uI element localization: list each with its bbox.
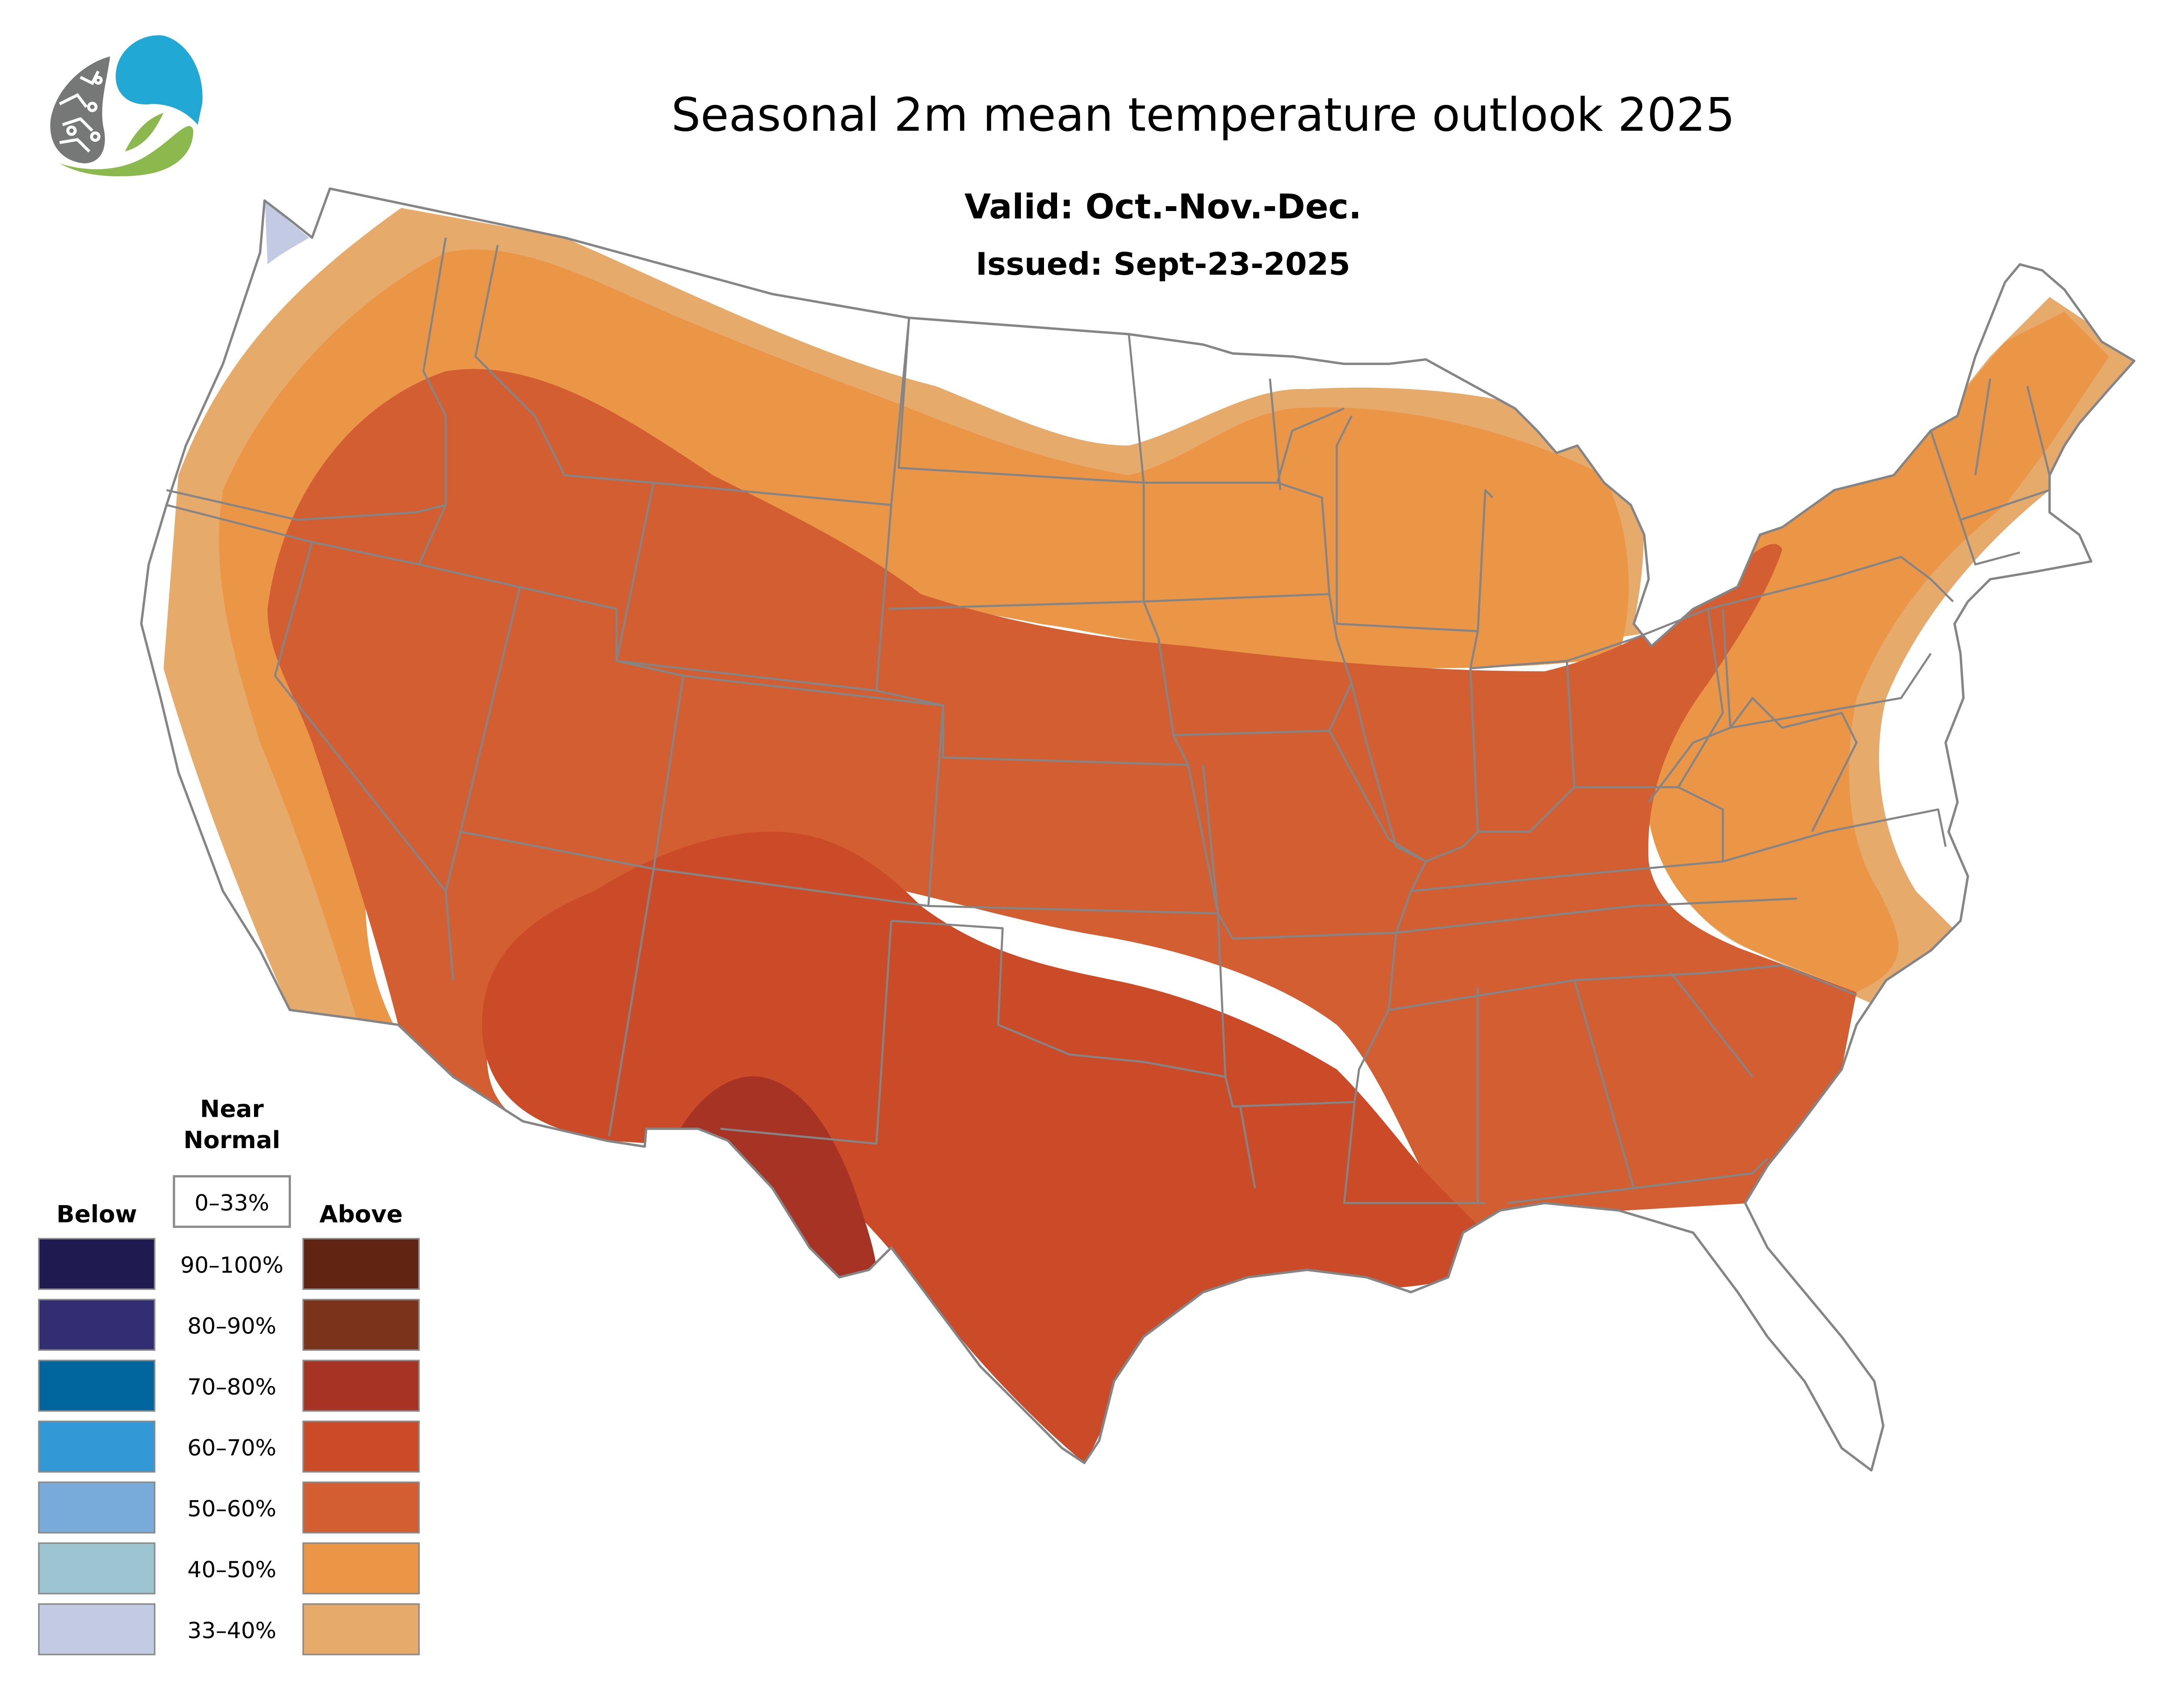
legend-rows: 90–100% 80–90% 70–80% 60–70% 50–60% 40–50% 33–… xyxy=(38,1238,420,1655)
legend-row: 60–70% xyxy=(38,1420,420,1473)
legend-row: 40–50% xyxy=(38,1542,420,1594)
logo-water-drop-icon xyxy=(116,35,203,125)
legend-below-swatch xyxy=(38,1299,156,1351)
legend-above-swatch xyxy=(302,1238,420,1290)
legend-range-label: 80–90% xyxy=(187,1313,277,1340)
figure-title: Seasonal 2m mean temperature outlook 202… xyxy=(671,88,1735,141)
legend-below-swatch xyxy=(38,1360,156,1412)
border-il-in xyxy=(1350,631,1479,863)
legend-near-normal-swatch xyxy=(173,1175,291,1228)
below-33-40-area-ca xyxy=(181,858,208,884)
border-ga-fl xyxy=(1507,1158,1768,1204)
border-mn-ia xyxy=(1144,378,1331,603)
legend-row: 50–60% xyxy=(38,1481,420,1534)
legend-below-swatch xyxy=(38,1481,156,1534)
logo-circuit-drop-icon xyxy=(50,56,110,164)
legend-row: 70–80% xyxy=(38,1360,420,1412)
legend-range-label: 60–70% xyxy=(187,1435,277,1461)
legend-above-heading: Above xyxy=(319,1200,403,1228)
legend-range-label: 33–40% xyxy=(187,1618,277,1644)
legend-below-swatch xyxy=(38,1420,156,1473)
legend-near-normal-heading-1: Near xyxy=(200,1095,264,1122)
legend-below-swatch xyxy=(38,1542,156,1594)
border-id xyxy=(418,237,617,610)
border-tn-ms-al-ga xyxy=(1389,964,1857,1203)
border-nm-tx xyxy=(720,921,893,1145)
legend-range-label: 70–80% xyxy=(187,1374,277,1400)
border-co xyxy=(653,674,944,907)
legend-range-label: 90–100% xyxy=(181,1253,284,1279)
legend-above-swatch xyxy=(302,1360,420,1412)
legend-below-swatch xyxy=(38,1238,156,1290)
legend-near-normal-range: 0–33% xyxy=(194,1190,269,1216)
border-or-ca-nv xyxy=(166,504,419,566)
above-50-60-area xyxy=(267,369,1857,1233)
legend-row: 80–90% xyxy=(38,1299,420,1351)
legend-above-swatch xyxy=(302,1299,420,1351)
border-ia-mo xyxy=(1157,594,1353,737)
state-borders xyxy=(141,189,2134,1470)
logo-leaf-icon xyxy=(60,113,194,177)
legend-above-swatch xyxy=(302,1420,420,1473)
above-40-50-area xyxy=(219,249,2109,1025)
border-az-nm xyxy=(608,868,655,1137)
legend-near-normal-heading-2: Normal xyxy=(184,1126,281,1154)
border-va-nc xyxy=(1722,808,1947,863)
border-pa-ny xyxy=(1707,556,1954,729)
above-60-70-area xyxy=(482,831,1486,1463)
border-wi-il xyxy=(1276,407,1494,633)
above-70-80-area xyxy=(680,1076,877,1285)
legend-below-swatch xyxy=(38,1603,156,1655)
border-wa-or xyxy=(166,489,446,521)
valid-period: Valid: Oct.-Nov.-Dec. xyxy=(964,187,1362,227)
legend-above-swatch xyxy=(302,1542,420,1594)
legend-above-swatch xyxy=(302,1603,420,1655)
border-wv-va-md xyxy=(1648,697,1858,832)
border-ar-la-ms xyxy=(1224,932,1486,1204)
legend-range-label: 50–60% xyxy=(187,1496,277,1522)
water-circuit-leaf-logo xyxy=(50,35,203,177)
logo-circuit-traces xyxy=(59,70,103,153)
legend: Near Normal 0–33% Below Above 90–100% 80–… xyxy=(38,1095,420,1655)
legend-row: 90–100% xyxy=(38,1238,420,1290)
legend-row: 33–40% xyxy=(38,1603,420,1655)
border-ny-new-england xyxy=(1930,378,2051,566)
issued-date: Issued: Sept-23-2025 xyxy=(976,246,1350,282)
border-wy xyxy=(615,482,893,692)
border-ca-nv xyxy=(274,542,455,981)
legend-range-label: 40–50% xyxy=(187,1557,277,1583)
legend-above-swatch xyxy=(302,1481,420,1534)
legend-below-heading: Below xyxy=(57,1200,137,1228)
